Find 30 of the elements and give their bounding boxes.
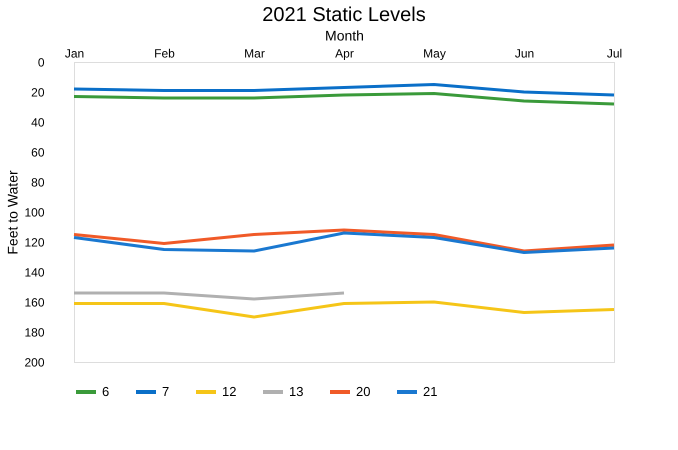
x-tick-label: Jun — [514, 46, 534, 60]
x-axis-title: Month — [325, 28, 364, 44]
line-series — [72, 300, 616, 318]
x-tick-label: May — [423, 46, 446, 60]
x-tick-label: Jul — [606, 46, 622, 60]
y-tick-label: 160 — [24, 296, 45, 310]
legend-label: 20 — [356, 384, 370, 399]
chart-title: 2021 Static Levels — [262, 4, 426, 26]
x-tick-label: Mar — [244, 46, 265, 60]
y-tick-label: 180 — [24, 326, 45, 340]
legend-label: 6 — [102, 384, 110, 399]
x-tick-label: Jan — [64, 46, 84, 60]
legend-label: 7 — [162, 384, 170, 399]
y-tick-label: 100 — [24, 206, 45, 220]
line-series — [72, 83, 616, 96]
line-series — [72, 92, 616, 106]
legend-label: 13 — [289, 384, 304, 399]
legend-label: 21 — [423, 384, 438, 399]
y-tick-label: 20 — [31, 86, 45, 100]
y-tick-label: 0 — [38, 56, 45, 70]
y-axis-title: Feet to Water — [4, 170, 20, 255]
x-tick-label: Feb — [154, 46, 176, 60]
y-tick-label: 80 — [31, 176, 45, 190]
legend-label: 12 — [222, 384, 236, 399]
y-tick-label: 40 — [31, 116, 45, 130]
x-tick-label: Apr — [335, 46, 354, 60]
y-tick-label: 60 — [31, 146, 45, 160]
y-tick-label: 140 — [24, 266, 45, 280]
y-tick-label: 200 — [24, 356, 45, 370]
y-tick-label: 120 — [24, 236, 45, 250]
